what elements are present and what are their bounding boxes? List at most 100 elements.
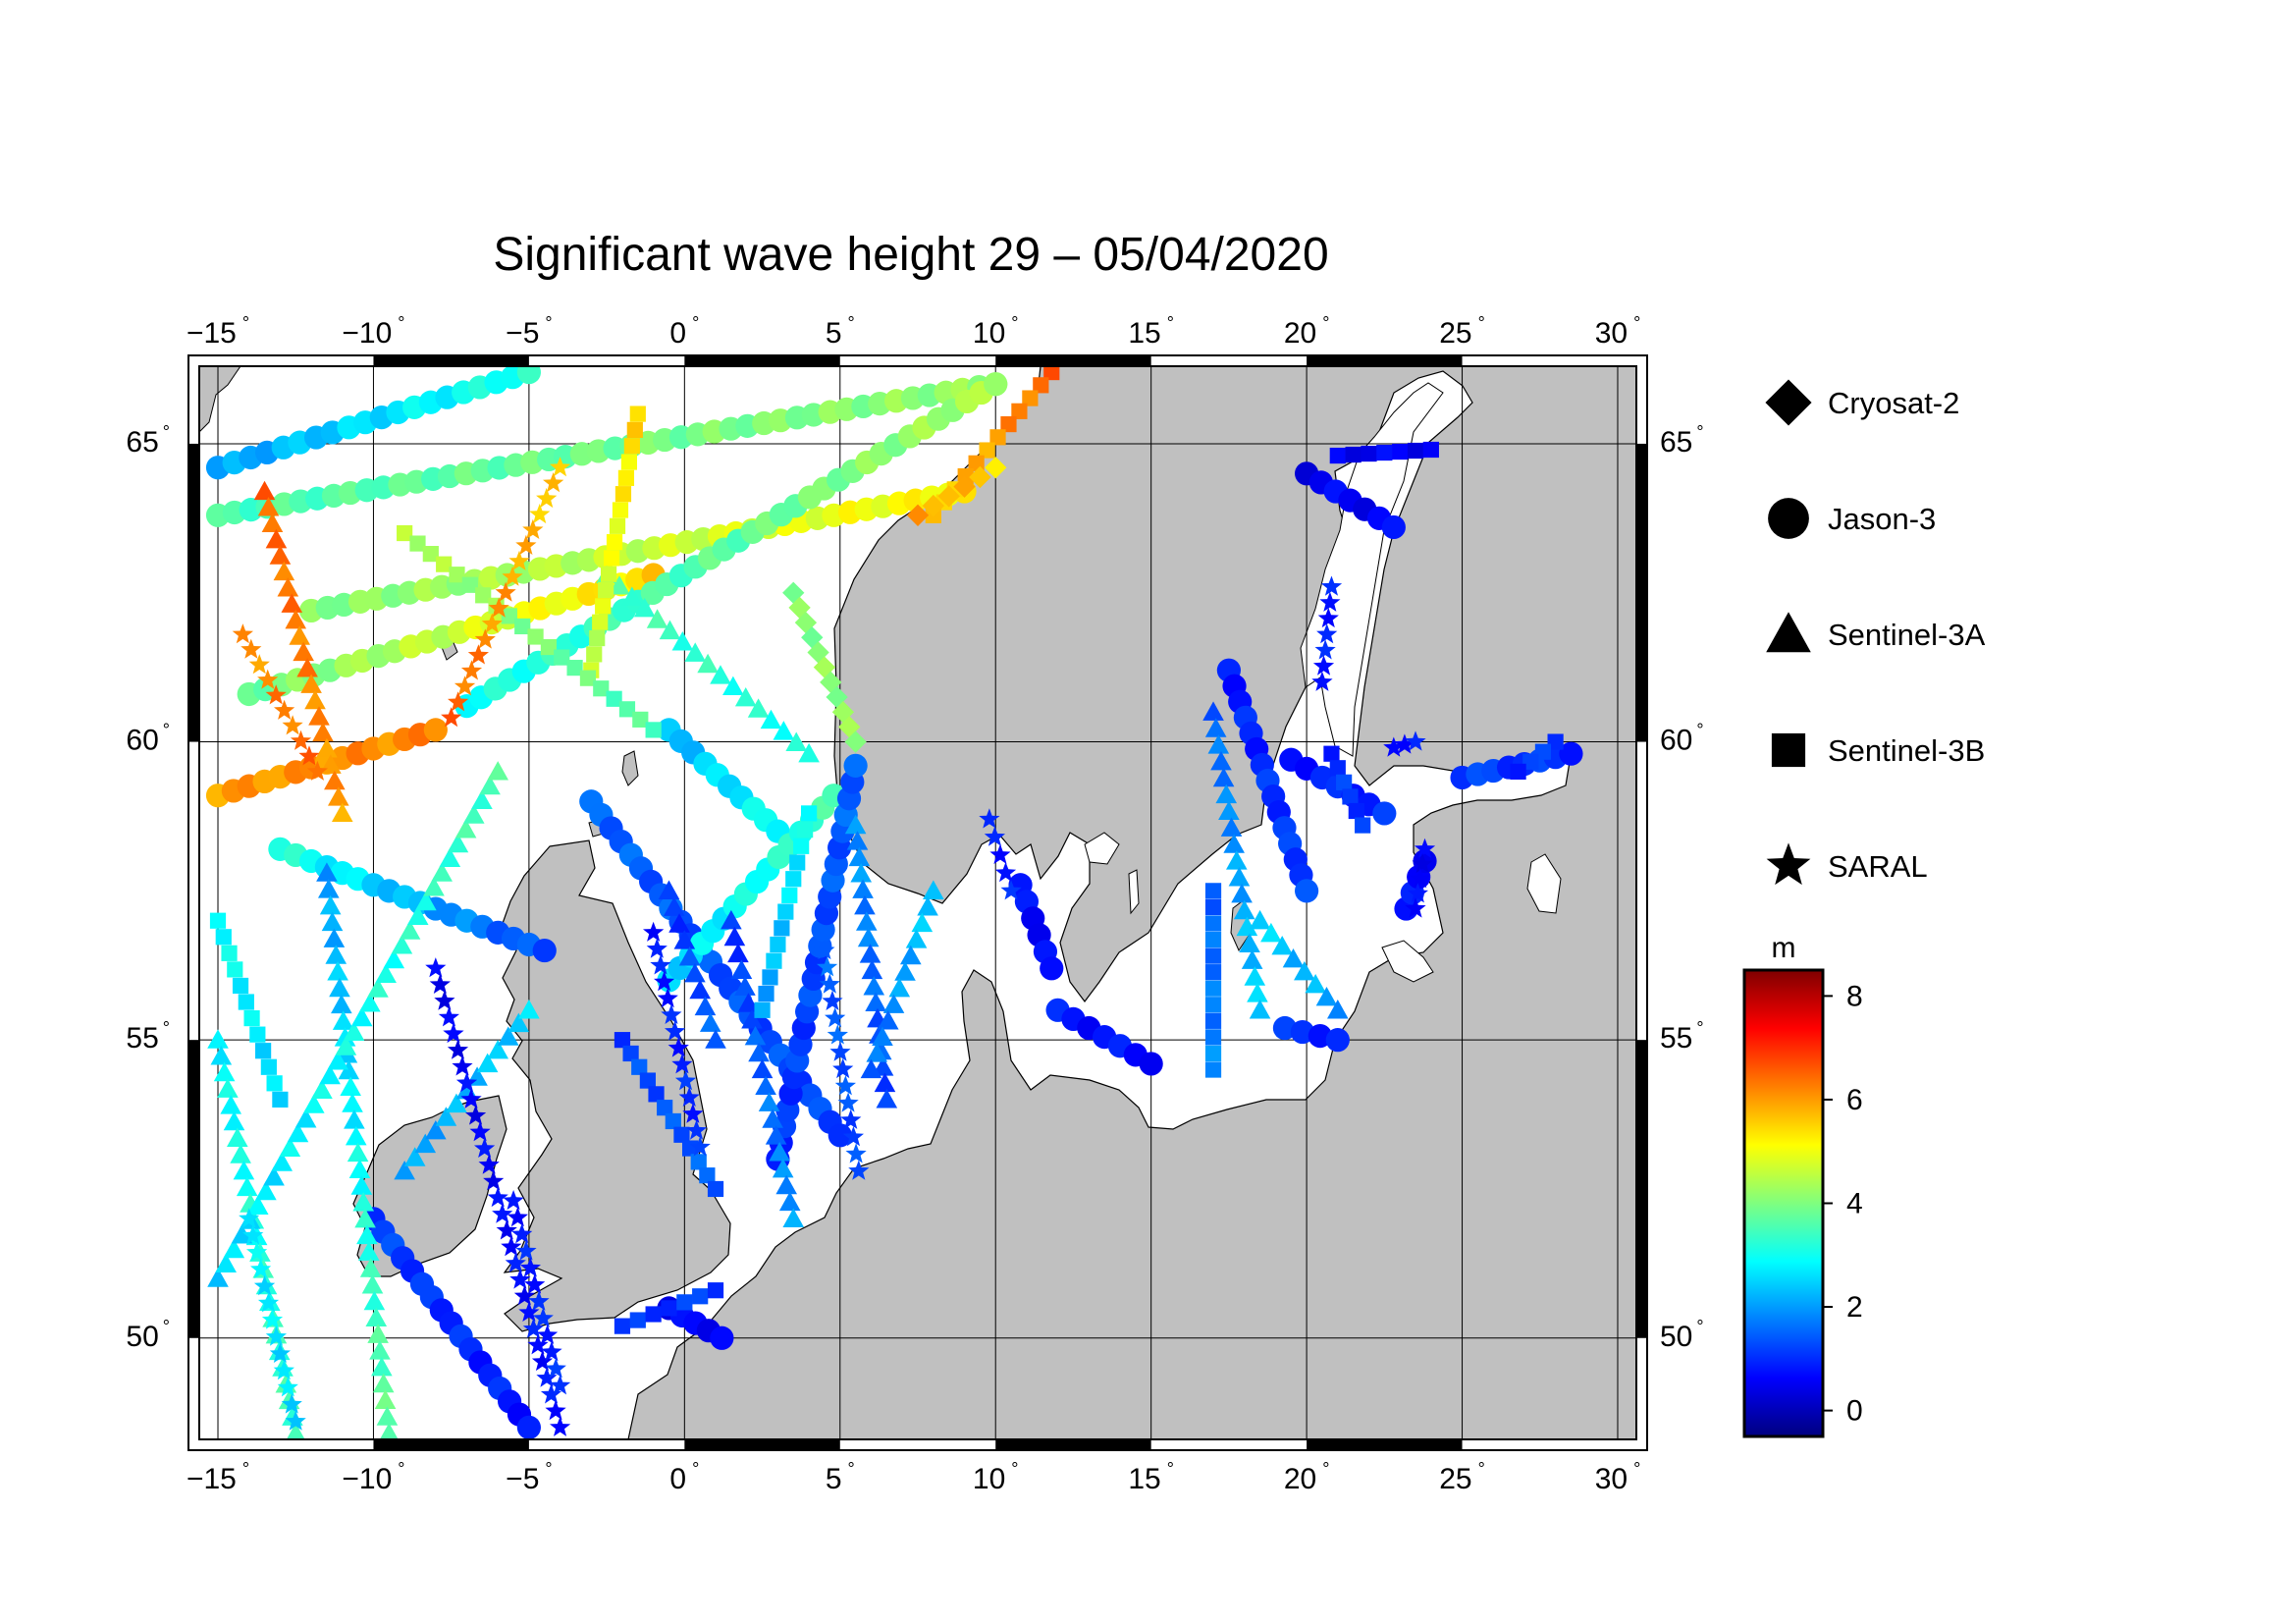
track-marker xyxy=(269,1342,291,1363)
degree-symbol: ° xyxy=(1478,1459,1485,1479)
legend-item-sentinel-3b: Sentinel-3B xyxy=(1771,732,1985,768)
degree-symbol: ° xyxy=(1011,1459,1018,1479)
track-marker xyxy=(363,1290,386,1311)
degree-symbol: ° xyxy=(398,1459,404,1479)
track-marker xyxy=(722,676,744,696)
track-marker xyxy=(474,1137,496,1158)
track-marker xyxy=(455,1072,478,1093)
track-marker xyxy=(1320,575,1343,596)
track-marker xyxy=(423,877,445,896)
sea-gulf-of-riga xyxy=(1381,940,1434,983)
track-marker xyxy=(690,1154,707,1170)
track-marker xyxy=(1394,733,1415,754)
track-marker xyxy=(462,804,485,824)
track-marker xyxy=(300,674,322,693)
track-marker xyxy=(352,1192,375,1212)
track-marker xyxy=(1204,980,1222,997)
track-marker xyxy=(479,775,501,795)
track-marker xyxy=(209,912,227,929)
track-marker xyxy=(240,638,262,659)
track-marker xyxy=(375,963,397,984)
degree-symbol: ° xyxy=(163,1018,170,1038)
frame-segment xyxy=(1636,1040,1647,1338)
track-marker xyxy=(682,1103,704,1123)
track-marker xyxy=(325,945,347,964)
track-marker xyxy=(540,638,558,656)
degree-symbol: ° xyxy=(1478,313,1485,333)
track-marker xyxy=(471,789,493,810)
track-marker xyxy=(769,1142,790,1162)
track-marker xyxy=(436,556,453,572)
track-marker xyxy=(710,665,731,684)
lat-tick-label: 65 ° xyxy=(126,422,170,459)
lon-tick-label: 30 ° xyxy=(1595,1459,1641,1495)
track-marker xyxy=(497,1026,519,1046)
track-jason-3 xyxy=(1272,1015,1350,1053)
track-marker xyxy=(511,1223,533,1244)
track-marker xyxy=(865,992,886,1011)
track-marker xyxy=(721,909,742,930)
track-marker xyxy=(614,1032,631,1049)
track-marker xyxy=(1407,442,1424,460)
legend-label: Cryosat-2 xyxy=(1828,386,1959,420)
track-marker xyxy=(723,926,746,947)
track-marker xyxy=(399,920,421,940)
sea-gulf-of-bothnia xyxy=(1300,382,1444,757)
legend-label: Jason-3 xyxy=(1828,502,1936,536)
legend-label: Sentinel-3A xyxy=(1828,618,1986,652)
track-marker xyxy=(1220,817,1243,837)
track-marker xyxy=(447,833,469,853)
track-marker xyxy=(246,1195,269,1215)
track-marker xyxy=(620,454,637,470)
track-marker xyxy=(689,1136,711,1157)
track-marker xyxy=(1000,880,1022,900)
track-sentinel-3a xyxy=(207,761,509,1287)
track-marker xyxy=(347,1142,369,1163)
track-marker xyxy=(876,1089,898,1109)
track-marker xyxy=(540,1383,562,1404)
track-marker xyxy=(467,644,489,665)
track-marker xyxy=(316,738,338,758)
lon-tick-label: −10 ° xyxy=(342,1459,404,1495)
track-marker xyxy=(762,1109,783,1128)
map-frame-outer xyxy=(187,354,1648,1451)
track-marker xyxy=(1336,774,1353,790)
track-marker xyxy=(1316,623,1338,644)
track-marker xyxy=(331,994,352,1014)
track-marker xyxy=(487,1186,508,1208)
track-marker xyxy=(522,1318,544,1338)
track-marker xyxy=(758,986,774,1002)
track-marker xyxy=(232,977,249,995)
track-marker xyxy=(221,945,238,961)
track-sentinel-3b xyxy=(754,805,818,1018)
lon-tick-label: 10 ° xyxy=(973,313,1019,350)
track-marker xyxy=(832,1057,854,1079)
track-marker xyxy=(257,1292,280,1313)
track-marker xyxy=(1312,655,1335,676)
track-marker xyxy=(1204,718,1227,737)
track-marker xyxy=(286,1423,305,1439)
track-marker xyxy=(1247,983,1268,1002)
track-sentinel-3a xyxy=(1202,701,1271,1019)
track-marker xyxy=(449,567,465,583)
track-marker xyxy=(253,480,276,501)
track-marker xyxy=(406,905,429,926)
track-marker xyxy=(781,887,798,904)
track-marker xyxy=(1323,745,1340,762)
track-marker xyxy=(423,718,448,742)
track-marker xyxy=(287,1122,309,1143)
track-marker xyxy=(242,1224,264,1245)
track-marker xyxy=(705,1029,726,1049)
track-sentinel-3a xyxy=(658,880,726,1049)
track-jason-3 xyxy=(657,718,790,843)
track-marker xyxy=(668,913,690,933)
track-marker xyxy=(671,631,694,651)
track-marker xyxy=(257,497,280,516)
track-marker xyxy=(447,1039,469,1059)
track-marker xyxy=(319,1064,341,1085)
track-marker xyxy=(828,1123,852,1148)
track-marker xyxy=(1204,915,1222,932)
track-marker xyxy=(515,1240,537,1261)
track-marker xyxy=(246,1241,268,1262)
track-marker xyxy=(782,1208,805,1227)
